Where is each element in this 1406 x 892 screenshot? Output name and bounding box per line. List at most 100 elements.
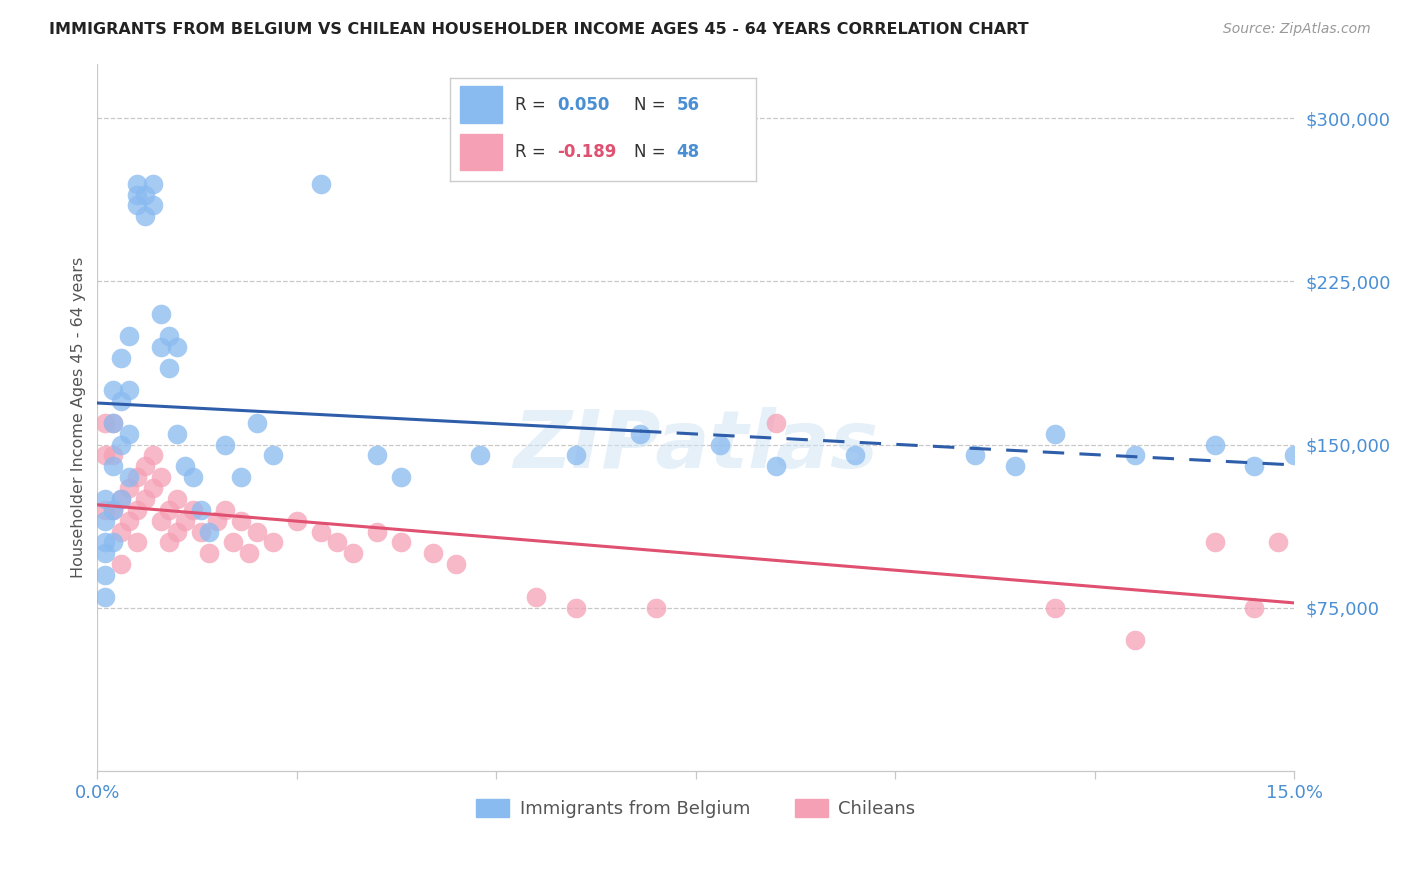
Point (142, 198, 165, 212)
Text: ZIPatlas: ZIPatlas (513, 407, 879, 484)
Point (166, 340, 188, 354)
Point (94, 491, 117, 506)
Point (342, 546, 364, 560)
Point (150, 340, 173, 354)
Point (94, 568, 117, 582)
Point (118, 470, 141, 484)
Point (262, 449, 284, 463)
Point (110, 524, 132, 539)
Point (198, 546, 221, 560)
Point (157, 329, 180, 343)
Point (150, 307, 173, 321)
Point (174, 459, 197, 474)
Legend: Immigrants from Belgium, Chileans: Immigrants from Belgium, Chileans (470, 791, 922, 825)
Point (181, 503, 204, 517)
Point (765, 459, 787, 474)
Point (157, 503, 180, 517)
Point (1204, 437, 1226, 451)
Point (94, 503, 117, 517)
Point (246, 524, 269, 539)
Point (326, 535, 349, 549)
Point (103, 416, 125, 430)
Point (127, 470, 149, 484)
Point (157, 535, 180, 549)
Point (103, 503, 125, 517)
Point (1284, 449, 1306, 463)
Point (127, 177, 149, 191)
Point (142, 177, 165, 191)
Point (238, 546, 260, 560)
Point (285, 514, 308, 528)
Point (262, 535, 284, 549)
Text: Source: ZipAtlas.com: Source: ZipAtlas.com (1223, 22, 1371, 37)
Point (157, 361, 180, 376)
Point (366, 449, 388, 463)
Point (1243, 459, 1265, 474)
Point (118, 426, 141, 441)
Point (166, 491, 188, 506)
Point (628, 426, 651, 441)
Point (366, 524, 388, 539)
Point (198, 524, 221, 539)
Point (214, 503, 236, 517)
Point (150, 470, 173, 484)
Point (134, 459, 156, 474)
Point (222, 535, 245, 549)
Point (103, 383, 125, 397)
Point (1267, 535, 1289, 549)
Point (1204, 535, 1226, 549)
Point (110, 437, 132, 451)
Point (205, 514, 228, 528)
Point (765, 416, 787, 430)
Point (134, 209, 156, 223)
Point (166, 524, 188, 539)
Point (127, 503, 149, 517)
Point (127, 198, 149, 212)
Point (565, 600, 588, 615)
Point (229, 470, 252, 484)
Point (103, 503, 125, 517)
Point (110, 557, 132, 571)
Point (118, 383, 141, 397)
Point (142, 449, 165, 463)
Point (1123, 449, 1146, 463)
Point (118, 329, 141, 343)
Point (174, 514, 197, 528)
Point (110, 394, 132, 409)
Point (94, 449, 117, 463)
Point (446, 557, 468, 571)
Point (118, 481, 141, 495)
Point (134, 491, 156, 506)
Point (422, 546, 444, 560)
Point (127, 187, 149, 202)
Point (645, 600, 668, 615)
Point (389, 535, 412, 549)
Point (110, 351, 132, 365)
Point (309, 177, 332, 191)
Point (110, 491, 132, 506)
Point (181, 470, 204, 484)
Point (470, 449, 492, 463)
Point (965, 449, 987, 463)
Point (1004, 459, 1026, 474)
Point (103, 416, 125, 430)
Point (709, 437, 731, 451)
Point (103, 535, 125, 549)
Point (1043, 426, 1066, 441)
Point (1123, 633, 1146, 648)
Point (246, 416, 269, 430)
Point (309, 524, 332, 539)
Point (389, 470, 412, 484)
Point (134, 187, 156, 202)
Point (110, 491, 132, 506)
Point (94, 535, 117, 549)
Point (1043, 600, 1066, 615)
Point (94, 546, 117, 560)
Point (127, 535, 149, 549)
Point (190, 503, 212, 517)
Point (565, 449, 588, 463)
Point (166, 426, 188, 441)
Point (103, 459, 125, 474)
Point (94, 416, 117, 430)
Point (524, 590, 547, 604)
